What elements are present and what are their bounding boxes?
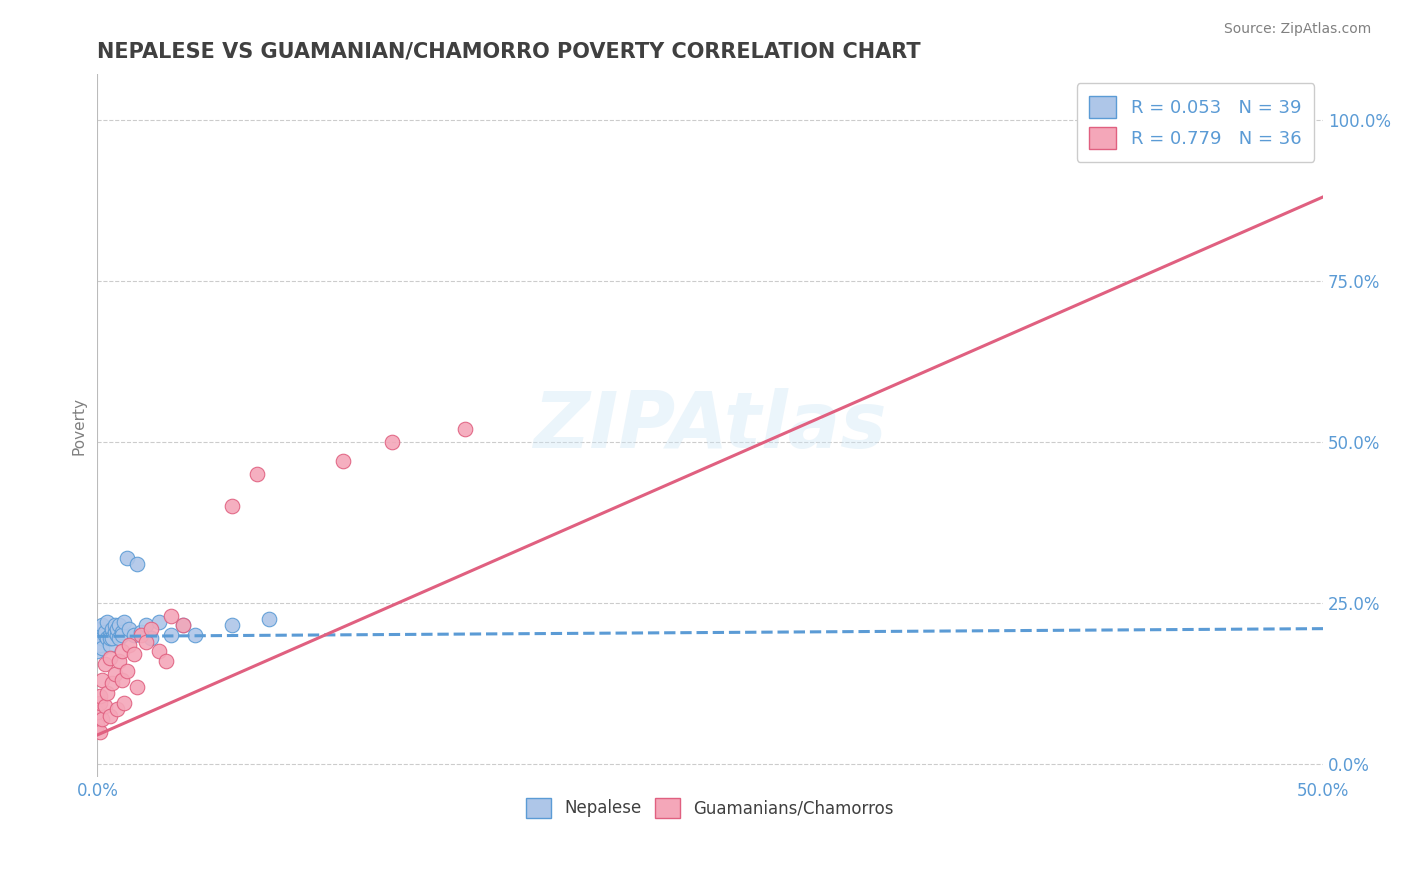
- Point: [93, 657, 115, 671]
- Point: [108, 632, 131, 646]
- Point: [98, 632, 121, 646]
- Text: Source: ZipAtlas.com: Source: ZipAtlas.com: [1223, 22, 1371, 37]
- Text: NEPALESE VS GUAMANIAN/CHAMORRO POVERTY CORRELATION CHART: NEPALESE VS GUAMANIAN/CHAMORRO POVERTY C…: [97, 42, 921, 62]
- Point: [108, 618, 131, 632]
- Point: [184, 628, 207, 642]
- Point: [160, 608, 183, 623]
- Point: [332, 454, 354, 468]
- Point: [257, 612, 280, 626]
- Point: [111, 628, 134, 642]
- Point: [101, 676, 124, 690]
- Point: [221, 499, 243, 513]
- Point: [91, 618, 114, 632]
- Y-axis label: Poverty: Poverty: [72, 397, 86, 455]
- Point: [89, 690, 111, 704]
- Point: [131, 628, 153, 642]
- Point: [105, 702, 128, 716]
- Point: [105, 628, 128, 642]
- Point: [135, 634, 157, 648]
- Point: [141, 622, 163, 636]
- Point: [148, 644, 170, 658]
- Point: [115, 664, 138, 678]
- Point: [122, 648, 145, 662]
- Point: [160, 628, 183, 642]
- Point: [221, 618, 243, 632]
- Point: [98, 628, 121, 642]
- Point: [111, 673, 134, 688]
- Point: [103, 624, 125, 639]
- Point: [89, 628, 111, 642]
- Point: [89, 622, 111, 636]
- Point: [86, 644, 108, 658]
- Point: [86, 718, 108, 732]
- Point: [135, 618, 157, 632]
- Text: ZIPAtlas: ZIPAtlas: [533, 388, 887, 464]
- Point: [148, 615, 170, 630]
- Point: [172, 618, 194, 632]
- Point: [122, 628, 145, 642]
- Point: [103, 666, 125, 681]
- Point: [89, 724, 111, 739]
- Point: [105, 622, 128, 636]
- Point: [246, 467, 269, 481]
- Point: [103, 618, 125, 632]
- Point: [91, 712, 114, 726]
- Legend: Nepalese, Guamanians/Chamorros: Nepalese, Guamanians/Chamorros: [520, 791, 901, 825]
- Point: [111, 624, 134, 639]
- Point: [1263, 112, 1285, 127]
- Point: [93, 628, 115, 642]
- Point: [155, 654, 177, 668]
- Point: [108, 654, 131, 668]
- Point: [89, 696, 111, 710]
- Point: [454, 422, 477, 436]
- Point: [125, 680, 148, 694]
- Point: [112, 696, 135, 710]
- Point: [86, 634, 108, 648]
- Point: [131, 624, 153, 639]
- Point: [98, 708, 121, 723]
- Point: [96, 686, 118, 700]
- Point: [118, 622, 141, 636]
- Point: [91, 632, 114, 646]
- Point: [141, 632, 163, 646]
- Point: [98, 650, 121, 665]
- Point: [96, 615, 118, 630]
- Point: [91, 673, 114, 688]
- Point: [172, 618, 194, 632]
- Point: [115, 550, 138, 565]
- Point: [101, 622, 124, 636]
- Point: [111, 644, 134, 658]
- Point: [91, 640, 114, 655]
- Point: [112, 615, 135, 630]
- Point: [118, 638, 141, 652]
- Point: [93, 624, 115, 639]
- Point: [96, 632, 118, 646]
- Point: [101, 632, 124, 646]
- Point: [89, 638, 111, 652]
- Point: [86, 706, 108, 720]
- Point: [125, 558, 148, 572]
- Point: [98, 638, 121, 652]
- Point: [93, 698, 115, 713]
- Point: [380, 434, 402, 449]
